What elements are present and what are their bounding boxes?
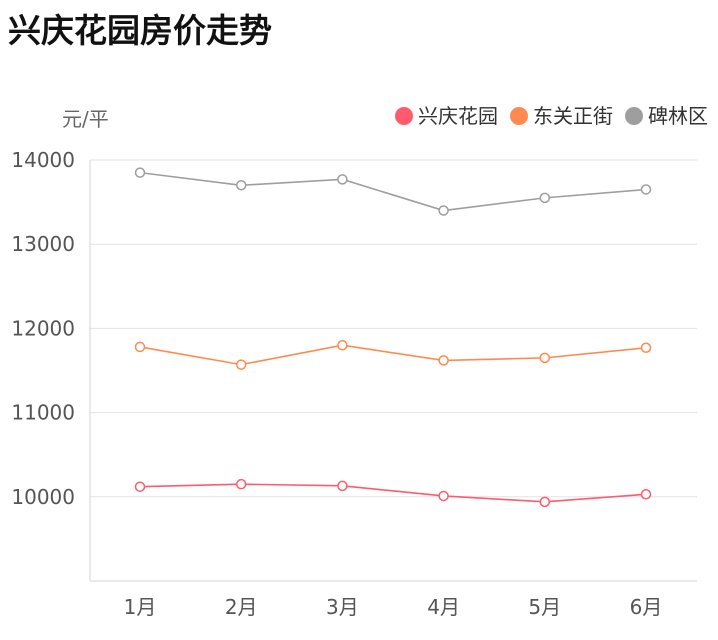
legend: 碑林区 东关正街 兴庆花园: [395, 104, 708, 128]
data-point: [235, 478, 247, 490]
data-point: [640, 489, 652, 500]
data-point: [134, 481, 146, 492]
y-tick-label: 10000: [11, 485, 75, 509]
data-point: [438, 205, 449, 216]
page-title: 兴庆花园房价走势: [8, 11, 272, 50]
x-tick-label: 2月: [225, 595, 258, 619]
data-point: [539, 352, 551, 364]
y-tick-label: 12000: [11, 316, 75, 340]
grid-lines: [90, 159, 697, 498]
x-tick-label: 5月: [528, 595, 561, 619]
x-tick-label: 4月: [427, 595, 460, 619]
legend-marker: [510, 107, 528, 125]
legend-label: 东关正街: [533, 104, 613, 128]
data-point: [640, 184, 652, 195]
x-tick-label: 6月: [630, 595, 663, 619]
legend-marker: [395, 107, 413, 125]
y-tick-label: 11000: [11, 401, 75, 425]
data-point: [134, 167, 146, 178]
legend-label: 兴庆花园: [418, 104, 498, 128]
data-point: [539, 496, 551, 508]
data-point: [235, 359, 247, 370]
data-point: [539, 192, 551, 204]
data-point: [337, 339, 348, 351]
series-line: [139, 344, 647, 366]
data-point: [438, 355, 449, 366]
series-line: [139, 171, 647, 212]
legend-marker: [625, 107, 643, 125]
data-point: [640, 342, 652, 354]
series-0: [134, 478, 652, 508]
series-1: [134, 339, 652, 370]
y-tick-label: 14000: [11, 148, 75, 172]
series-line: [139, 483, 647, 503]
axes: 10000 11000 12000 13000 14000 1月 2月 3月 4月 5月 6月: [11, 148, 697, 619]
series-lines: [134, 167, 652, 508]
y-axis-unit-label: 元/平: [62, 107, 109, 131]
legend-label: 碑林区: [648, 104, 708, 128]
data-point: [438, 490, 449, 502]
series-2: [134, 167, 652, 216]
data-point: [337, 174, 348, 185]
y-tick-label: 13000: [11, 232, 75, 256]
x-tick-label: 3月: [326, 595, 359, 619]
data-point: [134, 341, 146, 353]
data-point: [337, 480, 348, 492]
data-point: [235, 180, 247, 191]
x-tick-label: 1月: [124, 595, 157, 619]
